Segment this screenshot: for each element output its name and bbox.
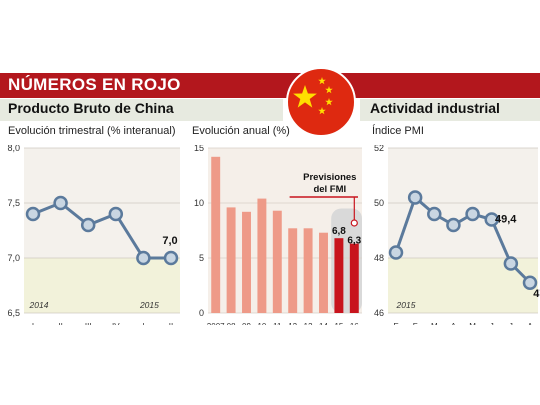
annual-ytick-label: 15 (194, 145, 204, 153)
pmi-data-point (446, 217, 461, 233)
pmi-chart: 52 50 48 46 E F M A M J J A 49,4 47,1 2015 (366, 145, 540, 325)
pmi-data-point (465, 206, 480, 222)
annual-forecast-label: del FMI (313, 184, 346, 195)
pmi-value-label: 47,1 (533, 288, 540, 300)
annual-bar (242, 211, 251, 313)
pmi-xtick-label: M (431, 322, 438, 325)
gdp-q-xtick-label: IV (112, 322, 120, 325)
gdp-q-data-point (163, 250, 179, 266)
annual-forecast-label: Previsiones (303, 172, 356, 183)
pmi-data-point (427, 206, 442, 222)
annual-bar (319, 232, 328, 313)
gdp-q-ytick-label: 7,0 (7, 253, 20, 263)
annual-value-label: 6,8 (332, 226, 346, 237)
pmi-xtick-label: E (393, 322, 398, 325)
right-section-band (360, 99, 540, 121)
gdp-q-ytick-label: 7,5 (7, 198, 20, 208)
gdp-q-xtick-label: III (85, 322, 92, 325)
gdp-q-xtick-label: II (169, 322, 173, 325)
headline-banner: NÚMEROS EN ROJO (0, 73, 540, 98)
annual-xtick-label: 14 (319, 322, 328, 325)
annual-ytick-label: 10 (194, 198, 204, 208)
annual-xtick-label: 09 (242, 322, 251, 325)
annual-xtick-label: 15 (334, 322, 343, 325)
gdp-q-xtick-label: I (32, 322, 34, 325)
annual-bar (257, 198, 267, 313)
annual-xtick-label: 13 (304, 322, 313, 325)
annual-value-label: 6,3 (347, 236, 361, 247)
annual-bar (211, 156, 221, 313)
annual-xtick-label: 2007 (207, 322, 225, 325)
pmi-ytick-label: 52 (374, 145, 384, 153)
annual-gdp-chart: 15 10 5 0 200708 09 10 11 12 13 14 15 16 Previsionesd… (188, 145, 364, 325)
gdp-q-data-point (80, 217, 96, 233)
pmi-xtick-label: F (413, 322, 418, 325)
pmi-ytick-label: 50 (374, 198, 384, 208)
gdp-section-title: Producto Bruto de China (8, 100, 174, 116)
gdp-q-xtick-label: II (58, 322, 62, 325)
pmi-data-point (388, 245, 404, 260)
annual-subtitle: Evolución anual (%) (192, 125, 290, 137)
gdp-q-year-label: 2014 (29, 300, 49, 310)
pmi-data-point (407, 190, 423, 205)
quarterly-subtitle: Evolución trimestral (% interanual) (8, 125, 176, 137)
annual-bar (288, 228, 298, 313)
gdp-q-data-point (136, 250, 151, 266)
pmi-value-label: 49,4 (495, 214, 517, 226)
annual-xtick-label: 16 (350, 322, 359, 325)
left-section-band (0, 99, 283, 121)
gdp-q-highlight-band (24, 258, 180, 313)
pmi-xtick-label: A (527, 322, 533, 325)
annual-xtick-label: 12 (288, 322, 297, 325)
pmi-xtick-label: J (509, 322, 513, 325)
annual-xtick-label: 11 (273, 322, 282, 325)
annual-xtick-label: 10 (257, 322, 266, 325)
gdp-q-ytick-label: 6,5 (7, 308, 20, 318)
pmi-data-point (503, 256, 519, 271)
annual-forecast-pointer-dot (350, 219, 358, 227)
annual-bar (272, 210, 282, 313)
annual-bar (349, 243, 359, 313)
gdp-q-year-label: 2015 (139, 300, 159, 310)
pmi-year-label: 2015 (396, 300, 416, 310)
annual-ytick-label: 0 (199, 308, 204, 318)
pmi-xtick-label: J (490, 322, 494, 325)
headline-title: NÚMEROS EN ROJO (8, 75, 181, 94)
pmi-ytick-label: 46 (374, 308, 384, 318)
pmi-xtick-label: A (451, 322, 457, 325)
gdp-q-xtick-label: I (142, 322, 144, 325)
gdp-q-data-point (53, 195, 68, 211)
pmi-subtitle: Índice PMI (372, 125, 424, 137)
annual-xtick-label: 08 (227, 322, 236, 325)
annual-bar (303, 228, 313, 313)
china-flag-icon (286, 67, 356, 137)
gdp-q-data-point (108, 206, 124, 222)
pmi-data-point (484, 212, 499, 227)
pmi-ytick-label: 48 (374, 253, 384, 263)
pmi-data-point (522, 275, 538, 290)
pmi-xtick-label: M (469, 322, 476, 325)
gdp-q-data-point (25, 206, 41, 222)
industry-section-title: Actividad industrial (370, 100, 500, 116)
gdp-q-ytick-label: 8,0 (7, 145, 20, 153)
annual-bar (226, 207, 236, 313)
annual-bar (334, 238, 344, 313)
annual-ytick-label: 5 (199, 253, 204, 263)
gdp-q-value-label: 7,0 (162, 235, 177, 247)
